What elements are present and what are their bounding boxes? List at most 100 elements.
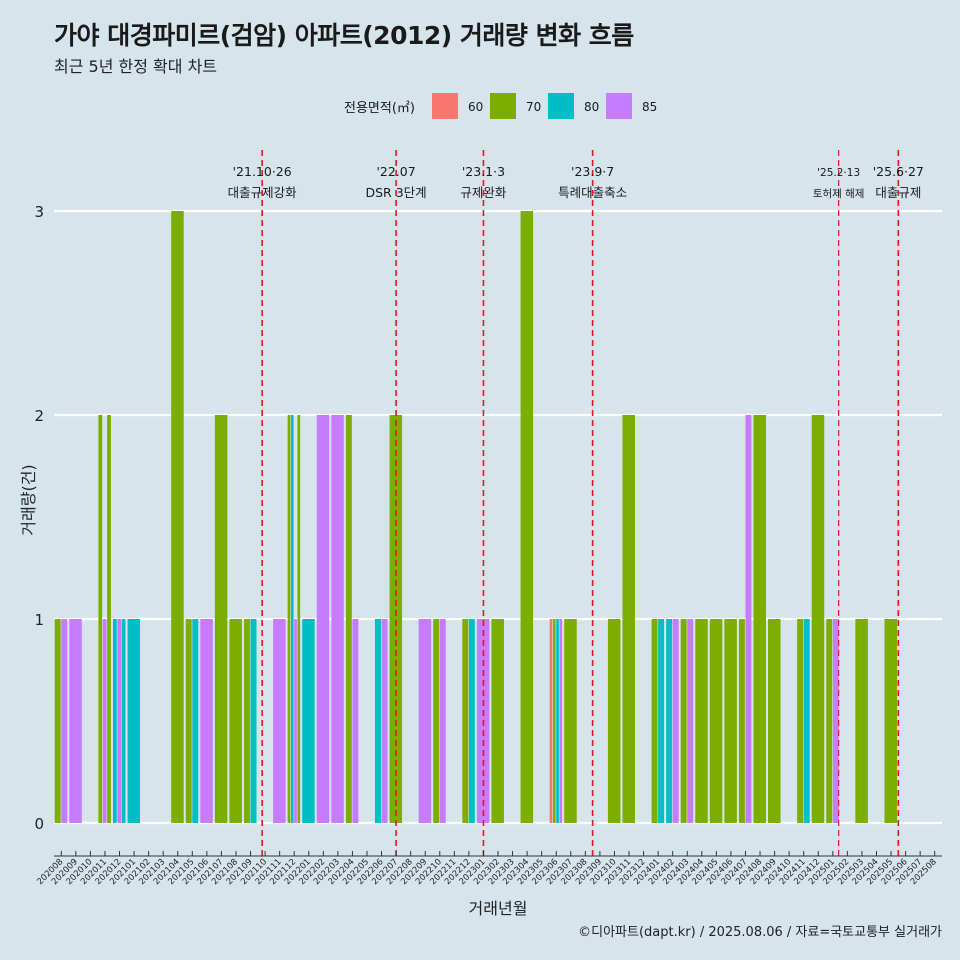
legend-label-70: 70 <box>526 100 541 114</box>
bar-202306-60 <box>549 619 553 823</box>
bar-202112-85 <box>294 619 297 823</box>
bar-202107-70 <box>214 415 228 823</box>
bar-202405-70 <box>709 619 723 823</box>
event-label-2: 규제완화 <box>460 185 507 200</box>
bar-202008-70 <box>54 619 61 823</box>
bar-202011-85 <box>102 619 107 823</box>
bar-202106-85 <box>200 619 213 823</box>
legend: 전용면적(㎡) 60 70 80 85 <box>344 93 657 119</box>
bar-202210-85 <box>439 619 446 823</box>
bar-202407-70 <box>738 619 745 823</box>
bar-202306-85 <box>559 619 563 823</box>
bar-202401-80 <box>658 619 665 823</box>
legend-swatch-60 <box>432 93 458 119</box>
legend-swatch-80 <box>548 93 574 119</box>
bar-202406-70 <box>724 619 737 823</box>
y-tick-label-0: 0 <box>34 815 44 833</box>
event-date-1: '22.07 <box>376 164 415 179</box>
bar-202210-70 <box>433 619 440 823</box>
bar-202201-80 <box>302 619 315 823</box>
bar-202101-80 <box>127 619 141 823</box>
bar-202202-85 <box>316 415 330 823</box>
legend-label-80: 80 <box>584 100 599 114</box>
bar-202011-70 <box>107 415 111 823</box>
legend-swatch-70 <box>490 93 516 119</box>
bar-202408-70 <box>753 415 766 823</box>
bar-202212-80 <box>468 619 475 823</box>
chart-title: 가야 대경파미르(검암) 아파트(2012) 거래량 변화 흐름 <box>54 21 634 50</box>
x-axis-title: 거래년월 <box>469 899 528 918</box>
bar-202209-85 <box>418 619 432 823</box>
legend-label-85: 85 <box>642 100 657 114</box>
event-label-0: 대출규제강화 <box>228 185 298 200</box>
y-tick-label-3: 3 <box>34 203 44 221</box>
event-lines: '21.10·26 대출규제강화 '22.07 DSR 3단계 '23.1·3 규제완화 '… <box>228 150 924 856</box>
event-label-1: DSR 3단계 <box>366 185 427 200</box>
event-date-2: '23.1·3 <box>462 164 505 179</box>
bar-202404-70 <box>695 619 708 823</box>
legend-items: 60 70 80 85 <box>432 93 657 119</box>
y-tick-label-2: 2 <box>34 407 44 425</box>
bar-202111-85 <box>273 619 286 823</box>
event-date-4: '25.2·13 <box>817 167 860 179</box>
bar-202501-85 <box>832 619 839 823</box>
bar-202012-80 <box>112 619 117 823</box>
bar-202306-80 <box>556 619 559 823</box>
bars <box>54 211 897 823</box>
bar-202403-70 <box>680 619 687 823</box>
source-caption: ©디아파트(dapt.kr) / 2025.08.06 / 자료=국토교통부 실… <box>578 925 942 940</box>
bar-202105-70 <box>185 619 192 823</box>
legend-swatch-85 <box>606 93 632 119</box>
bar-202411-80 <box>803 619 810 823</box>
bar-202212-70 <box>462 619 469 823</box>
bar-202112-70 <box>297 415 301 823</box>
event-label-4: 토허제 해제 <box>813 187 865 200</box>
bar-202112-80 <box>290 415 294 823</box>
bar-202108-70 <box>229 619 242 823</box>
bar-202311-70 <box>622 415 635 823</box>
chart-subtitle: 최근 5년 한정 확대 차트 <box>54 57 218 76</box>
bar-202501-70 <box>826 619 833 823</box>
bar-202307-70 <box>564 619 577 823</box>
bar-202401-70 <box>651 619 658 823</box>
y-axis: 0 1 2 3 <box>34 203 44 833</box>
bar-202204-70 <box>345 415 352 823</box>
bar-202112-70 <box>287 415 291 823</box>
bar-202008-85 <box>61 619 68 823</box>
bar-202012-85 <box>117 619 122 823</box>
bar-202009-85 <box>69 619 82 823</box>
event-date-3: '23.9·7 <box>571 164 614 179</box>
legend-title: 전용면적(㎡) <box>344 101 415 116</box>
bar-202407-85 <box>745 415 752 823</box>
bar-202411-70 <box>797 619 804 823</box>
event-date-0: '21.10·26 <box>233 164 292 179</box>
bar-202207-70 <box>389 415 403 823</box>
y-axis-title: 거래량(건) <box>19 464 38 535</box>
x-axis: 2020082020092020102020112020122021012021… <box>35 851 942 887</box>
bar-202011-70 <box>98 415 103 823</box>
bar-202012-80 <box>121 619 126 823</box>
bar-202206-80 <box>374 619 381 823</box>
bar-202409-70 <box>768 619 781 823</box>
event-date-5: '25.6·27 <box>873 164 924 179</box>
bar-202403-85 <box>687 619 694 823</box>
bar-202402-85 <box>672 619 679 823</box>
event-label-5: 대출규제 <box>875 185 921 200</box>
bar-202304-70 <box>520 211 534 823</box>
bar-202310-70 <box>607 619 621 823</box>
bar-202503-70 <box>855 619 868 823</box>
bar-202206-85 <box>381 619 388 823</box>
y-tick-label-1: 1 <box>34 611 44 629</box>
bar-202105-80 <box>192 619 199 823</box>
bar-202505-70 <box>884 619 897 823</box>
bar-202412-70 <box>811 415 825 823</box>
bar-202306-70 <box>552 619 556 823</box>
bar-202302-70 <box>491 619 504 823</box>
bar-202109-80 <box>250 619 257 823</box>
bar-202402-80 <box>666 619 673 823</box>
bar-202104-70 <box>171 211 184 823</box>
bar-202203-85 <box>331 415 344 823</box>
legend-label-60: 60 <box>468 100 483 114</box>
event-label-3: 특례대출축소 <box>558 185 627 200</box>
